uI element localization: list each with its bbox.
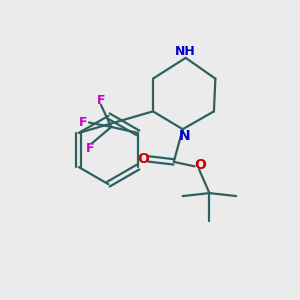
Text: NH: NH <box>175 45 196 58</box>
Text: N: N <box>178 129 190 143</box>
Text: O: O <box>195 158 206 172</box>
Text: F: F <box>86 142 95 155</box>
Text: O: O <box>137 152 149 166</box>
Text: F: F <box>79 116 88 129</box>
Text: F: F <box>97 94 105 107</box>
